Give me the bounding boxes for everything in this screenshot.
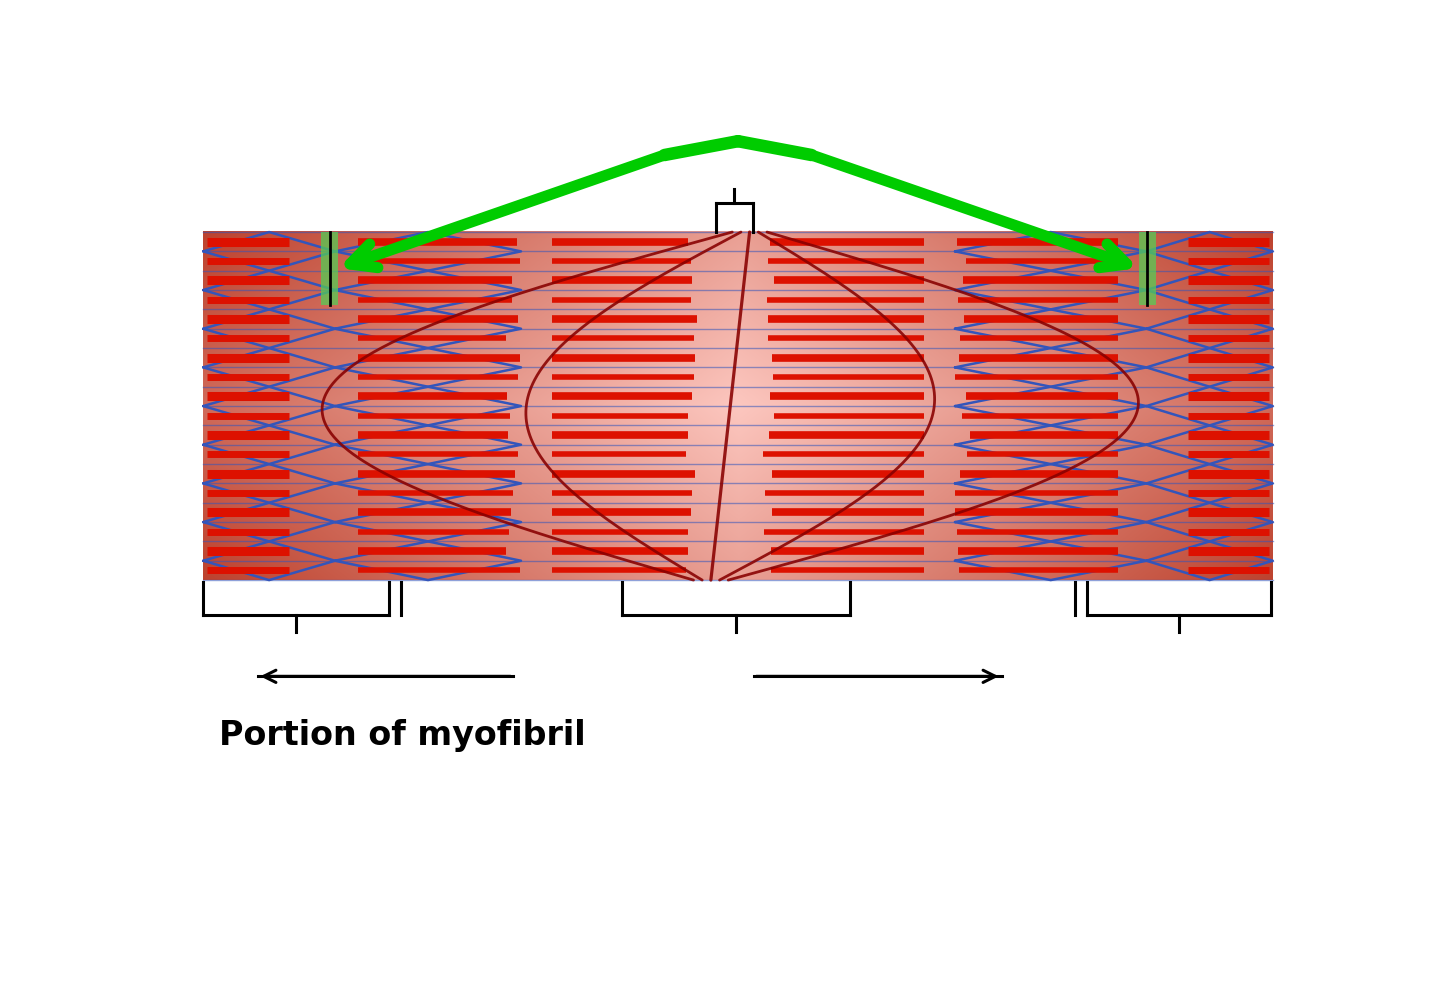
Text: Portion of myofibril: Portion of myofibril	[219, 718, 586, 752]
Bar	[1139, 232, 1156, 305]
Bar	[321, 232, 338, 305]
